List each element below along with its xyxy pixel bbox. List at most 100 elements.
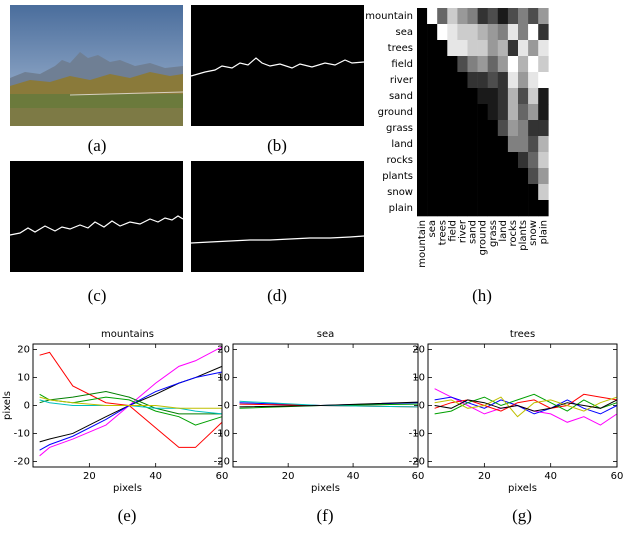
y-tick-label: -10 — [14, 428, 30, 439]
heat-cell — [427, 152, 438, 169]
heat-cell — [487, 8, 499, 25]
heat-cell — [507, 136, 519, 153]
heat-cell — [457, 88, 468, 105]
heat-cell — [518, 24, 529, 41]
x-tick-label: 20 — [282, 471, 295, 482]
heat-cell — [417, 184, 428, 201]
plot-frame — [427, 343, 618, 468]
heat-cell — [477, 88, 488, 105]
row-label: rocks — [386, 155, 413, 166]
y-tick-label: -10 — [409, 428, 425, 439]
heat-cell — [467, 8, 478, 25]
heat-cell — [457, 136, 468, 153]
row-label: plain — [389, 203, 413, 214]
column-label: plain — [538, 220, 549, 244]
caption: (g) — [512, 506, 532, 525]
x-tick-label: 60 — [216, 471, 229, 482]
heat-cell — [497, 168, 509, 185]
heat-cell — [447, 24, 458, 41]
y-tick-label: -20 — [214, 456, 230, 467]
heat-cell — [427, 24, 438, 41]
column-label: rocks — [508, 220, 519, 247]
row-label: plants — [382, 171, 413, 182]
heat-cell — [538, 24, 549, 41]
y-tick-label: 20 — [217, 345, 230, 356]
heat-cell — [417, 168, 428, 185]
x-tick-label: 40 — [544, 471, 557, 482]
heat-cell — [518, 56, 529, 73]
heat-cell — [467, 24, 478, 41]
heat-cell — [427, 56, 438, 73]
heat-cell — [447, 88, 458, 105]
heat-cell — [497, 24, 509, 41]
heat-cell — [437, 72, 448, 89]
heat-cell — [518, 200, 529, 217]
heat-cell — [417, 104, 428, 121]
chart-title: trees — [510, 329, 535, 340]
x-tick-label: 60 — [412, 471, 425, 482]
edge-map — [9, 5, 365, 272]
heat-cell — [427, 168, 438, 185]
line-series — [434, 399, 618, 412]
heat-cell — [518, 152, 529, 169]
heat-cell — [528, 24, 539, 41]
row-label: mountain — [365, 11, 413, 22]
x-axis-label: pixels — [508, 483, 537, 494]
heat-cell — [497, 184, 509, 201]
heat-cell — [487, 184, 499, 201]
heat-cell — [467, 200, 478, 217]
heat-cell — [487, 88, 499, 105]
plot-frame — [32, 343, 223, 468]
heat-cell — [457, 120, 468, 137]
heat-cell — [477, 168, 488, 185]
caption: (d) — [267, 286, 287, 305]
heat-cell — [427, 88, 438, 105]
heat-cell — [467, 40, 478, 57]
heat-cell — [528, 152, 539, 169]
heat-cell — [487, 56, 499, 73]
heat-cell — [518, 104, 529, 121]
heat-cell — [497, 8, 509, 25]
heat-cell — [417, 24, 428, 41]
heat-cell — [457, 40, 468, 57]
column-label: trees — [437, 220, 448, 245]
heat-cell — [507, 168, 519, 185]
heat-cell — [427, 40, 438, 57]
heat-cell — [518, 168, 529, 185]
heat-cell — [507, 152, 519, 169]
heat-cell — [477, 184, 488, 201]
caption: (h) — [472, 286, 492, 305]
heat-cell — [538, 184, 549, 201]
heat-cell — [477, 56, 488, 73]
heat-cell — [437, 120, 448, 137]
heat-cell — [437, 24, 448, 41]
plot-frame — [232, 343, 419, 468]
heat-cell — [538, 104, 549, 121]
heat-cell — [477, 200, 488, 217]
y-tick-label: -20 — [409, 456, 425, 467]
column-label: snow — [528, 220, 539, 246]
heat-cell — [437, 104, 448, 121]
row-label: field — [391, 59, 413, 70]
column-label: river — [457, 219, 468, 243]
y-tick-label: 0 — [24, 401, 30, 412]
line-series — [434, 393, 618, 412]
line-series — [434, 393, 618, 415]
line-series — [239, 401, 419, 408]
heat-cell — [497, 120, 509, 137]
heat-cell — [518, 120, 529, 137]
heat-cell — [447, 56, 458, 73]
heat-cell — [447, 120, 458, 137]
heat-cell — [497, 88, 509, 105]
line-series — [434, 396, 618, 418]
heat-cell — [497, 40, 509, 57]
heat-cell — [477, 152, 488, 169]
heat-cell — [427, 104, 438, 121]
heat-cell — [538, 168, 549, 185]
heat-cell — [507, 24, 519, 41]
y-tick-label: 0 — [224, 401, 230, 412]
y-tick-label: 10 — [17, 373, 30, 384]
row-label: snow — [387, 187, 413, 198]
heat-cell — [467, 168, 478, 185]
